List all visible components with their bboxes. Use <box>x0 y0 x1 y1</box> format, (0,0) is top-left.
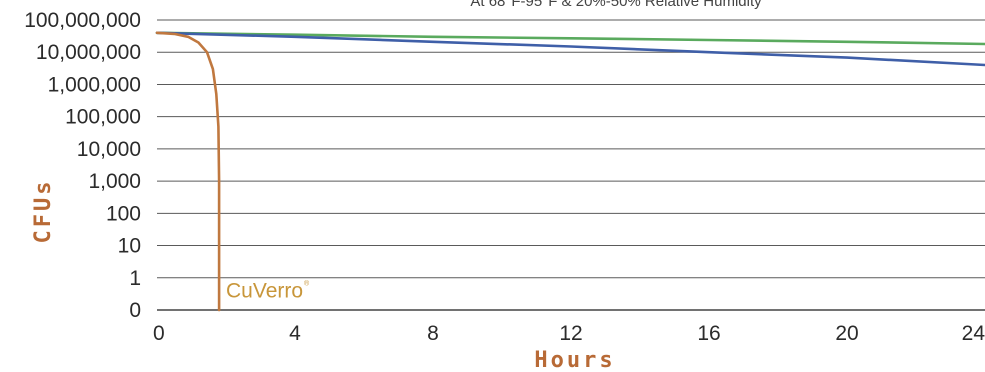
y-tick-label: 10,000,000 <box>36 41 141 64</box>
y-tick-label: 1,000 <box>88 170 141 193</box>
y-tick-label: 0 <box>129 299 141 322</box>
y-tick-label: 100,000 <box>65 106 141 129</box>
x-axis-title: Hours <box>534 348 615 372</box>
chart-subtitle: At 68°F-95°F & 20%-50% Relative Humidity <box>470 0 762 10</box>
x-tick-label: 8 <box>427 322 439 345</box>
x-tick-label: 0 <box>153 322 165 345</box>
annotation-label: CuVerro <box>226 280 303 303</box>
y-tick-label: 1 <box>129 267 141 290</box>
x-tick-labels: 0 4 8 12 16 20 24 <box>153 322 985 345</box>
series-line-3 <box>155 31 221 312</box>
grid-lines <box>157 19 985 311</box>
y-tick-labels: 100,000,000 10,000,000 1,000,000 100,000 10,… <box>24 9 141 322</box>
x-tick-label: 4 <box>289 322 301 345</box>
x-tick-label: 24 <box>962 322 985 345</box>
y-tick-label: 10 <box>118 235 141 258</box>
annotation-registered-mark: ® <box>304 280 310 288</box>
y-tick-label: 100,000,000 <box>24 9 141 32</box>
y-tick-label: 10,000 <box>77 138 141 161</box>
series-line-2 <box>155 31 985 67</box>
annotations: CuVerro ® <box>226 280 310 303</box>
y-tick-label: 100 <box>106 202 141 225</box>
series-line-1 <box>155 31 985 46</box>
series-lines <box>155 31 985 312</box>
x-tick-label: 12 <box>559 322 582 345</box>
x-tick-label: 16 <box>697 322 720 345</box>
y-axis-title: CFUs <box>31 179 56 244</box>
y-tick-label: 1,000,000 <box>48 73 141 96</box>
x-tick-label: 20 <box>835 322 858 345</box>
